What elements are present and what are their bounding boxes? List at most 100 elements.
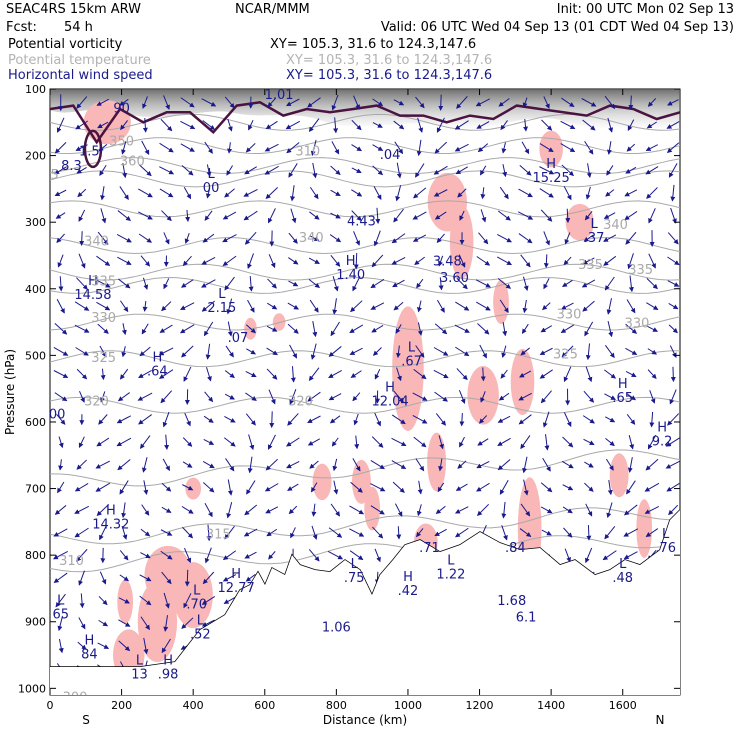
wind-arrow (476, 461, 490, 469)
wind-arrow (585, 186, 591, 200)
wind-arrow (309, 299, 319, 313)
plot-contents: 1.58.3901.01.04L004.43H15.25L.373.483.60… (50, 89, 680, 706)
wind-arrow (562, 279, 573, 288)
wind-arrow (163, 615, 169, 632)
wind-arrow (74, 301, 90, 311)
wind-arrow (669, 389, 677, 405)
wind-arrow (434, 141, 448, 154)
wind-arrow (118, 640, 131, 652)
wind-arrow (521, 141, 530, 155)
wind-arrow (624, 504, 638, 516)
wind-arrow (267, 97, 277, 108)
wind-arrow (624, 211, 638, 221)
wind-arrow (459, 436, 465, 448)
wind-arrow (434, 391, 448, 402)
wind-arrow (160, 118, 173, 132)
wind-arrow (668, 324, 678, 334)
wind-arrow (646, 325, 659, 332)
wind-arrow (98, 414, 108, 425)
wind-arrow (455, 483, 468, 491)
wind-arrow (646, 302, 659, 310)
wind-arrow (183, 593, 192, 609)
wind-arrow (98, 619, 109, 627)
wind-arrow (222, 574, 237, 582)
hilo-value: 1.68 (497, 594, 526, 609)
wind-arrow (417, 480, 423, 495)
wind-arrow (479, 344, 487, 359)
wind-arrow (644, 505, 660, 514)
wind-arrow (184, 569, 190, 587)
theta-line (50, 276, 680, 294)
theta-label: 310 (295, 145, 320, 160)
wind-arrow (497, 437, 511, 446)
wind-arrow (99, 345, 107, 358)
wind-arrow (140, 552, 151, 559)
hilo-marker: L (662, 527, 670, 542)
hilo-value: .98 (158, 667, 179, 682)
wind-arrow (333, 117, 339, 134)
wind-arrow (206, 164, 212, 177)
wind-arrow (100, 208, 107, 224)
theta-label: 300 (63, 691, 88, 706)
wind-arrow (499, 299, 509, 314)
hilo-value: 6.1 (516, 611, 537, 626)
wind-arrow (500, 120, 508, 131)
wind-arrow (476, 121, 490, 129)
wind-arrow (499, 480, 509, 495)
hilo-marker: L (136, 653, 144, 668)
wind-arrow (475, 98, 491, 107)
x-tick-label: 1000 (394, 699, 422, 712)
wind-arrow (77, 641, 87, 650)
wind-arrow (395, 185, 402, 202)
wind-arrow (225, 345, 234, 358)
wind-arrow (227, 142, 233, 154)
pv-blob (364, 486, 381, 531)
wind-arrow (501, 501, 507, 519)
wind-arrow (626, 143, 636, 152)
wind-arrow (499, 186, 509, 200)
wind-arrow (371, 324, 384, 333)
hilo-value: 14.32 (92, 518, 129, 533)
wind-arrow (79, 391, 85, 403)
wind-arrow (539, 143, 554, 153)
wind-arrow (161, 210, 172, 222)
wind-arrow (54, 323, 68, 335)
wind-arrow (647, 434, 657, 450)
wind-arrow (454, 324, 470, 333)
hilo-marker: L (619, 557, 627, 572)
wind-arrow (412, 415, 428, 424)
wind-arrow (330, 321, 340, 337)
wind-arrow (289, 388, 297, 405)
wind-arrow (391, 460, 407, 470)
wind-arrow (520, 503, 531, 517)
wind-arrow (267, 278, 277, 289)
wind-arrow (265, 187, 279, 199)
wind-arrow (413, 187, 427, 199)
wind-arrow (351, 144, 363, 152)
wind-arrow (648, 208, 656, 224)
wind-arrow (227, 321, 233, 337)
wind-arrow (202, 233, 215, 243)
theta-line (50, 350, 680, 368)
wind-arrow (458, 254, 466, 268)
wind-arrow (138, 233, 152, 243)
wind-arrow (540, 390, 552, 404)
wind-arrow (478, 232, 489, 245)
wind-arrow (182, 461, 193, 468)
wind-arrow (498, 98, 510, 107)
wind-arrow (248, 275, 254, 292)
wind-arrow (309, 211, 320, 220)
wind-arrow (374, 548, 381, 563)
wind-arrow (244, 166, 257, 175)
hilo-value: .67 (401, 354, 422, 369)
wind-arrow (95, 460, 111, 469)
theta-label: 335 (91, 274, 116, 289)
wind-arrow (117, 256, 132, 265)
wind-arrow (58, 276, 64, 292)
wind-arrow (391, 233, 406, 244)
wind-arrow (585, 547, 593, 564)
wind-arrow (58, 459, 64, 471)
wind-arrow (581, 279, 596, 288)
wind-arrow (227, 479, 233, 496)
wind-arrow (455, 166, 468, 175)
